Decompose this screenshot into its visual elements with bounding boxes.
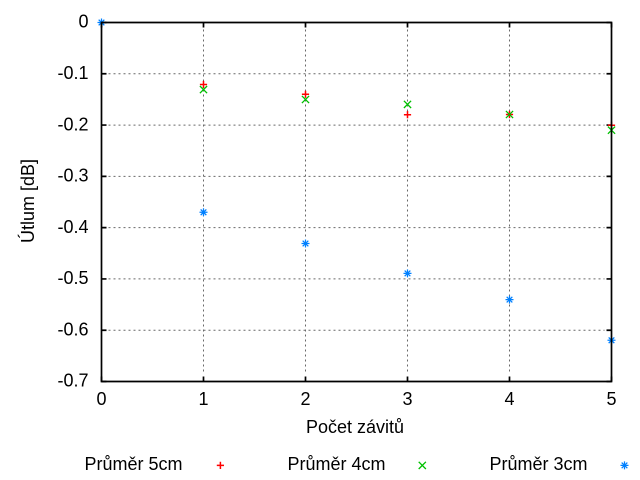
svg-text:3: 3	[402, 389, 412, 409]
svg-text:Průměr 5cm: Průměr 5cm	[84, 454, 182, 474]
svg-text:2: 2	[300, 389, 310, 409]
svg-text:-0.2: -0.2	[57, 114, 88, 134]
svg-text:-0.5: -0.5	[57, 268, 88, 288]
svg-text:5: 5	[606, 389, 616, 409]
svg-text:-0.7: -0.7	[57, 371, 88, 391]
svg-text:Průměr 4cm: Průměr 4cm	[287, 454, 385, 474]
svg-text:-0.3: -0.3	[57, 166, 88, 186]
svg-text:0: 0	[78, 12, 88, 32]
svg-text:Počet závitů: Počet závitů	[306, 417, 404, 437]
svg-text:Útlum [dB]: Útlum [dB]	[17, 159, 38, 243]
svg-text:-0.1: -0.1	[57, 63, 88, 83]
svg-text:-0.4: -0.4	[57, 217, 88, 237]
svg-text:Průměr 3cm: Průměr 3cm	[489, 454, 587, 474]
svg-text:-0.6: -0.6	[57, 319, 88, 339]
svg-text:0: 0	[96, 389, 106, 409]
svg-text:4: 4	[504, 389, 514, 409]
svg-text:1: 1	[198, 389, 208, 409]
